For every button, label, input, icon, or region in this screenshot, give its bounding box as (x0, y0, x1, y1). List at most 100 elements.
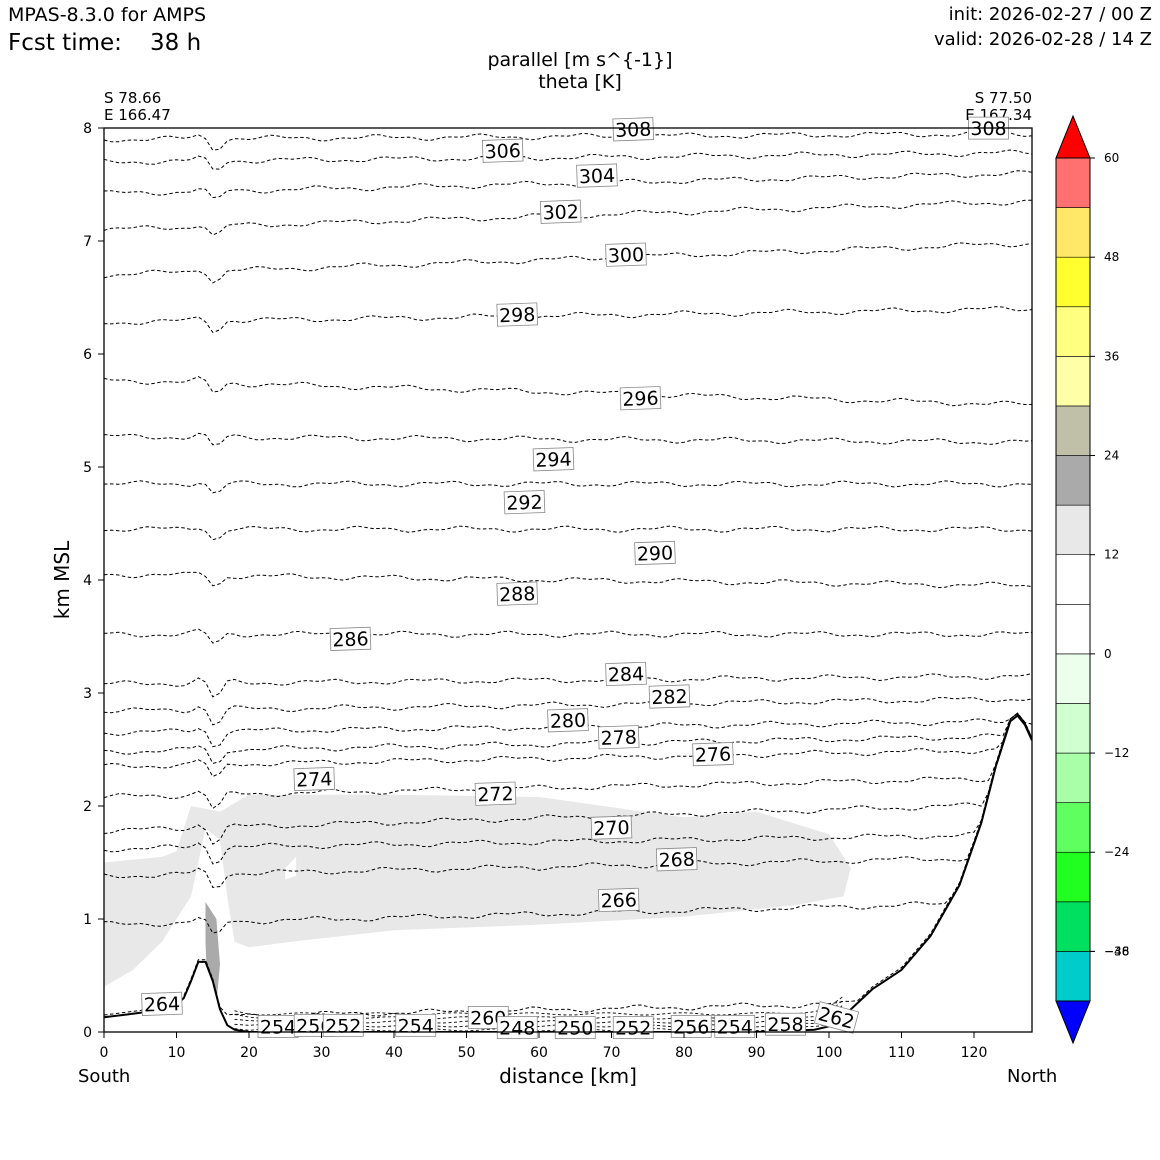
shading-band-0-12 (104, 794, 851, 987)
left-direction-label: South (78, 1066, 131, 1087)
y-tick-label-6: 6 (83, 347, 92, 363)
surface-label-11: 258 (767, 1014, 803, 1036)
contour-label-294-box (532, 447, 575, 472)
shading-gap (285, 856, 297, 880)
theta-contour-300 (104, 242, 1032, 284)
right-endpoint-lat: S 77.50 (974, 89, 1032, 107)
x-axis-ticks: 0 10 20 30 40 50 60 70 80 90 100 110 120 (100, 1032, 988, 1061)
contour-label-276-box (692, 742, 734, 767)
surface-label-8: 252 (615, 1018, 651, 1040)
theta-contour-274 (104, 712, 1032, 810)
contour-label-306-box (481, 138, 524, 163)
surface-label-11-group: 258 (765, 1012, 806, 1036)
terrain-layer (104, 714, 1032, 1032)
theta-contour-266 (104, 712, 1032, 934)
forecast-time-label: Fcst time: (8, 30, 122, 56)
theta-contour-298 (104, 306, 1032, 334)
colorbar-tick-label-7: −24 (1104, 845, 1129, 859)
contour-label-280-box (547, 708, 589, 733)
contour-label-264-group: 264 (141, 991, 183, 1017)
contour-label-284: 284 (607, 663, 644, 686)
contour-label-268: 268 (658, 849, 695, 872)
init-time: init: 2026-02-27 / 00 Z (948, 4, 1152, 25)
theta-contour-272 (104, 712, 1032, 845)
theta-contour-304 (104, 170, 1032, 199)
theta-contour-284 (104, 673, 1032, 698)
y-axis-ticks: 0 1 2 3 4 5 6 7 8 (83, 121, 104, 1041)
surface-label-0: 308 (970, 118, 1006, 140)
colorbar-tick-label-1: 48 (1104, 250, 1119, 264)
contour-label-268-box (655, 847, 698, 872)
terrain-fill (104, 715, 1032, 1032)
colorbar-extend-high (1055, 114, 1091, 159)
contour-label-294: 294 (535, 449, 572, 472)
x-tick-label-120: 120 (961, 1045, 988, 1061)
surface-label-3: 252 (325, 1015, 361, 1037)
surface-label-7-box (554, 1016, 596, 1040)
theta-contour-286 (104, 628, 1032, 644)
contour-label-290-group: 290 (634, 540, 676, 566)
surface-label-10: 254 (717, 1016, 753, 1038)
y-tick-label-4: 4 (83, 573, 92, 589)
y-tick-label-7: 7 (83, 234, 92, 250)
contour-label-274-box (293, 766, 336, 792)
contour-label-302-group: 302 (539, 199, 582, 224)
colorbar-segment-8 (1055, 554, 1091, 605)
x-tick-label-30: 30 (313, 1045, 331, 1061)
y-tick-label-5: 5 (83, 460, 92, 476)
colorbar-tick-label-8: −36 (1104, 944, 1129, 958)
left-endpoint-lat: S 78.66 (104, 89, 162, 107)
y-tick-label-8: 8 (83, 121, 92, 137)
contour-label-280-group: 280 (547, 708, 589, 733)
x-tick-label-60: 60 (530, 1045, 548, 1061)
colorbar-segment-5 (1055, 703, 1091, 754)
contour-label-268-group: 268 (655, 847, 698, 872)
surface-label-0-group: 308 (968, 116, 1009, 140)
contour-label-288: 288 (499, 583, 536, 606)
contour-label-302: 302 (542, 201, 579, 224)
contour-label-266-group: 266 (597, 887, 640, 913)
contour-label-276-group: 276 (692, 742, 734, 767)
theta-contour-308 (104, 130, 1032, 151)
contour-label-298-group: 298 (496, 302, 539, 327)
contour-label-286-box (329, 626, 372, 651)
contour-label-288-group: 288 (496, 581, 539, 606)
wind-shading-layer (104, 794, 851, 1004)
theta-contour-306 (104, 149, 1032, 170)
x-tick-label-80: 80 (675, 1045, 693, 1061)
contour-label-290-box (634, 540, 676, 566)
colorbar-segment-11 (1055, 405, 1091, 456)
y-tick-label-3: 3 (83, 686, 92, 702)
colorbar-segment-15 (1055, 207, 1091, 258)
colorbar-segment-9 (1055, 504, 1091, 556)
surface-label-7-group: 250 (554, 1016, 596, 1040)
surface-label-9: 256 (673, 1016, 709, 1038)
forecast-time-value: 38 h (150, 30, 202, 56)
right-direction-label: North (1007, 1066, 1058, 1087)
surface-label-3-group: 252 (322, 1013, 364, 1037)
colorbar-segment-4 (1055, 752, 1091, 803)
contour-label-272-box (474, 781, 517, 806)
colorbar-segment-10 (1055, 455, 1091, 506)
theta-contour-296 (104, 376, 1032, 407)
colorbar-segment-16 (1055, 157, 1091, 208)
colorbar-tick-label-6: −12 (1104, 746, 1129, 760)
surface-label-8-group: 252 (612, 1016, 654, 1040)
contour-label-294-group: 294 (532, 447, 575, 472)
x-tick-label-20: 20 (240, 1045, 258, 1061)
contour-label-266: 266 (600, 889, 637, 912)
contour-label-282-group: 282 (648, 684, 691, 709)
theta-contour-294 (104, 432, 1032, 446)
left-endpoint-lon: E 166.47 (104, 106, 171, 124)
x-tick-label-50: 50 (458, 1045, 476, 1061)
contour-label-292: 292 (506, 492, 543, 515)
surface-label-12-box (813, 1001, 860, 1034)
contour-label-306: 306 (484, 140, 521, 163)
colorbar-segment-7 (1055, 603, 1091, 655)
contour-label-302-box (539, 199, 582, 224)
x-tick-label-0: 0 (100, 1045, 109, 1061)
y-tick-label-0: 0 (83, 1025, 92, 1041)
surface-label-1-group: 254 (257, 1015, 299, 1038)
colorbar-tick-label-9: −48 (1104, 944, 1129, 958)
theta-contour-268 (104, 712, 1032, 888)
